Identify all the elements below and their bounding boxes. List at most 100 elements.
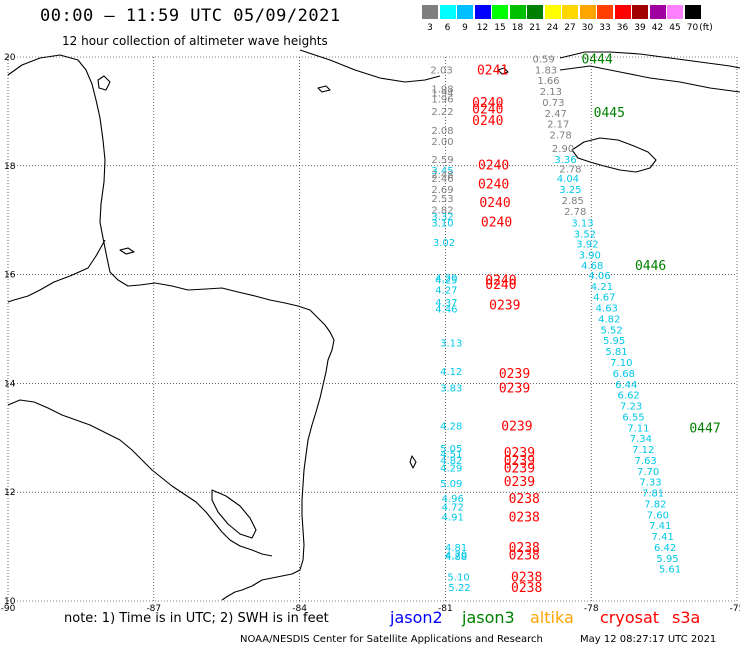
wave-height-label: 5.81	[605, 347, 627, 358]
legend-label-36: 36	[616, 23, 629, 33]
wave-height-label: 3.02	[433, 238, 455, 249]
lat-tick-10: 10	[4, 597, 16, 607]
lon-tick--81: -81	[438, 604, 453, 614]
lake-nicaragua	[211, 489, 257, 539]
wave-height-label: 3.90	[579, 250, 601, 261]
wave-height-label: 7.10	[610, 358, 632, 369]
pass-time-label: 0238	[511, 581, 542, 596]
wave-height-label: 7.63	[635, 456, 657, 467]
wave-height-label: 3.83	[440, 384, 462, 395]
legend-swatch-12	[474, 5, 491, 19]
footer-credit: NOAA/NESDIS Center for Satellite Applica…	[240, 634, 543, 645]
coastline-bay-islands	[119, 247, 135, 255]
pass-time-label: 0238	[511, 570, 542, 585]
wave-height-label: 6.44	[615, 380, 637, 391]
pass-time-label: 0240	[485, 273, 516, 288]
legend-label-45: 45	[669, 23, 681, 33]
wave-height-label: 5.52	[601, 325, 623, 336]
pass-time-label: 0240	[479, 196, 510, 211]
legend-swatch-42	[649, 5, 666, 19]
lat-lon-grid	[7, 56, 738, 602]
footer-timestamp: May 12 08:27:17 UTC 2021	[580, 634, 717, 645]
wave-height-label: 2.78	[564, 207, 586, 218]
wave-height-label: 7.70	[637, 467, 659, 478]
tick-labels: 20 18 16 14 12 10-90 -87 -84 -81 -78 -75	[1, 53, 740, 614]
wave-height-label: 2.48	[431, 170, 453, 181]
legend-label-12: 12	[476, 23, 489, 33]
coastline-jamaica	[571, 137, 657, 173]
wave-height-label: 2.78	[559, 164, 581, 175]
wave-height-label: 3.92	[576, 239, 598, 250]
legend-label-27: 27	[564, 23, 576, 33]
coastline-cuba-south	[559, 65, 740, 93]
wave-height-label: 4.96	[442, 494, 464, 505]
satellite-label-jason2: jason2	[390, 608, 443, 627]
wave-height-label: 7.82	[644, 499, 666, 510]
wave-height-label: 2.03	[430, 65, 452, 76]
units-note: note: 1) Time is in UTC; 2) SWH is in fe…	[64, 611, 329, 626]
wave-height-label: 3.52	[574, 230, 596, 241]
wave-height-label: 2.82	[431, 206, 453, 217]
wave-height-label: 2.47	[545, 109, 567, 120]
legend-label-3: 3	[427, 23, 433, 33]
wave-height-label: 4.25	[435, 275, 457, 286]
legend-swatch-3	[422, 5, 438, 19]
satellite-label-cryosat: cryosat	[600, 608, 660, 627]
map-title: 00:00 – 11:59 UTC 05/09/2021	[40, 6, 341, 26]
pass-time-label: 0239	[504, 475, 535, 490]
satellite-label-altika: altika	[530, 608, 574, 627]
wave-height-label: 4.51	[440, 449, 462, 460]
lon-tick--87: -87	[146, 604, 161, 614]
coastline-little-cayman	[497, 67, 509, 75]
legend-label-15: 15	[494, 23, 506, 33]
coastline-gulf-honduras	[7, 239, 106, 303]
pass-time-label: 0240	[472, 96, 503, 111]
pass-time-label: 0238	[509, 541, 540, 556]
legend-swatch-9	[457, 5, 473, 19]
wave-height-label: 5.61	[659, 565, 681, 576]
wave-height-label: 5.95	[656, 554, 678, 565]
wave-height-label: 4.68	[581, 261, 603, 272]
pass-time-label: 0240	[485, 278, 516, 293]
legend-label-70: 70	[686, 23, 699, 33]
legend-swatch-24	[544, 5, 561, 19]
wave-height-label: 4.82	[440, 456, 462, 467]
pass-time-label: 0239	[504, 462, 535, 477]
wave-height-label: 5.05	[440, 444, 462, 455]
wave-height-label: 7.41	[649, 521, 671, 532]
wave-height-label: 7.11	[627, 423, 649, 434]
legend-swatch-6	[439, 5, 456, 19]
pass-time-label: 0444	[581, 52, 612, 67]
wave-height-label: 2.17	[547, 120, 569, 131]
legend-unit: (ft)	[699, 23, 713, 33]
lon-tick--78: -78	[584, 604, 599, 614]
lon-tick--75: -75	[730, 604, 740, 614]
wave-height-label: 1.83	[535, 65, 557, 76]
lat-tick-20: 20	[4, 53, 16, 63]
coastline-pacific	[7, 399, 273, 557]
wave-height-observations: 2.03 1.981.941.962.22 2.082.00 2.593.452.48…	[430, 54, 681, 594]
wave-height-label: 3.36	[554, 155, 576, 166]
wave-height-legend: 3 6 9 12 15 18 21 24 27 30 33 36 39 42 45 70 (ft)	[422, 5, 728, 35]
wave-height-label: 5.95	[603, 336, 625, 347]
wave-height-label: 6.42	[654, 543, 676, 554]
lon-tick--90: -90	[1, 604, 16, 614]
wave-height-label: 2.69	[431, 185, 453, 196]
pass-time-label: 0240	[478, 178, 509, 193]
pass-time-label: 0240	[472, 102, 503, 117]
wave-height-label: 4.20	[435, 274, 457, 285]
wave-height-label: 3.10	[431, 219, 453, 230]
coastline-isla-juventud	[97, 75, 111, 91]
legend-label-24: 24	[546, 23, 559, 33]
wave-height-label: 4.46	[435, 305, 457, 316]
wave-height-label: 2.90	[552, 144, 574, 155]
wave-height-label: 4.88	[445, 552, 467, 563]
wave-height-label: 4.12	[440, 367, 462, 378]
legend-swatch-39	[632, 5, 648, 19]
pass-time-label: 0239	[499, 367, 530, 382]
lon-tick--84: -84	[292, 604, 307, 614]
lat-tick-18: 18	[4, 162, 16, 172]
satellite-label-s3a: s3a	[672, 608, 701, 627]
wave-height-label: 3.25	[559, 185, 581, 196]
pass-time-label: 0239	[504, 446, 535, 461]
